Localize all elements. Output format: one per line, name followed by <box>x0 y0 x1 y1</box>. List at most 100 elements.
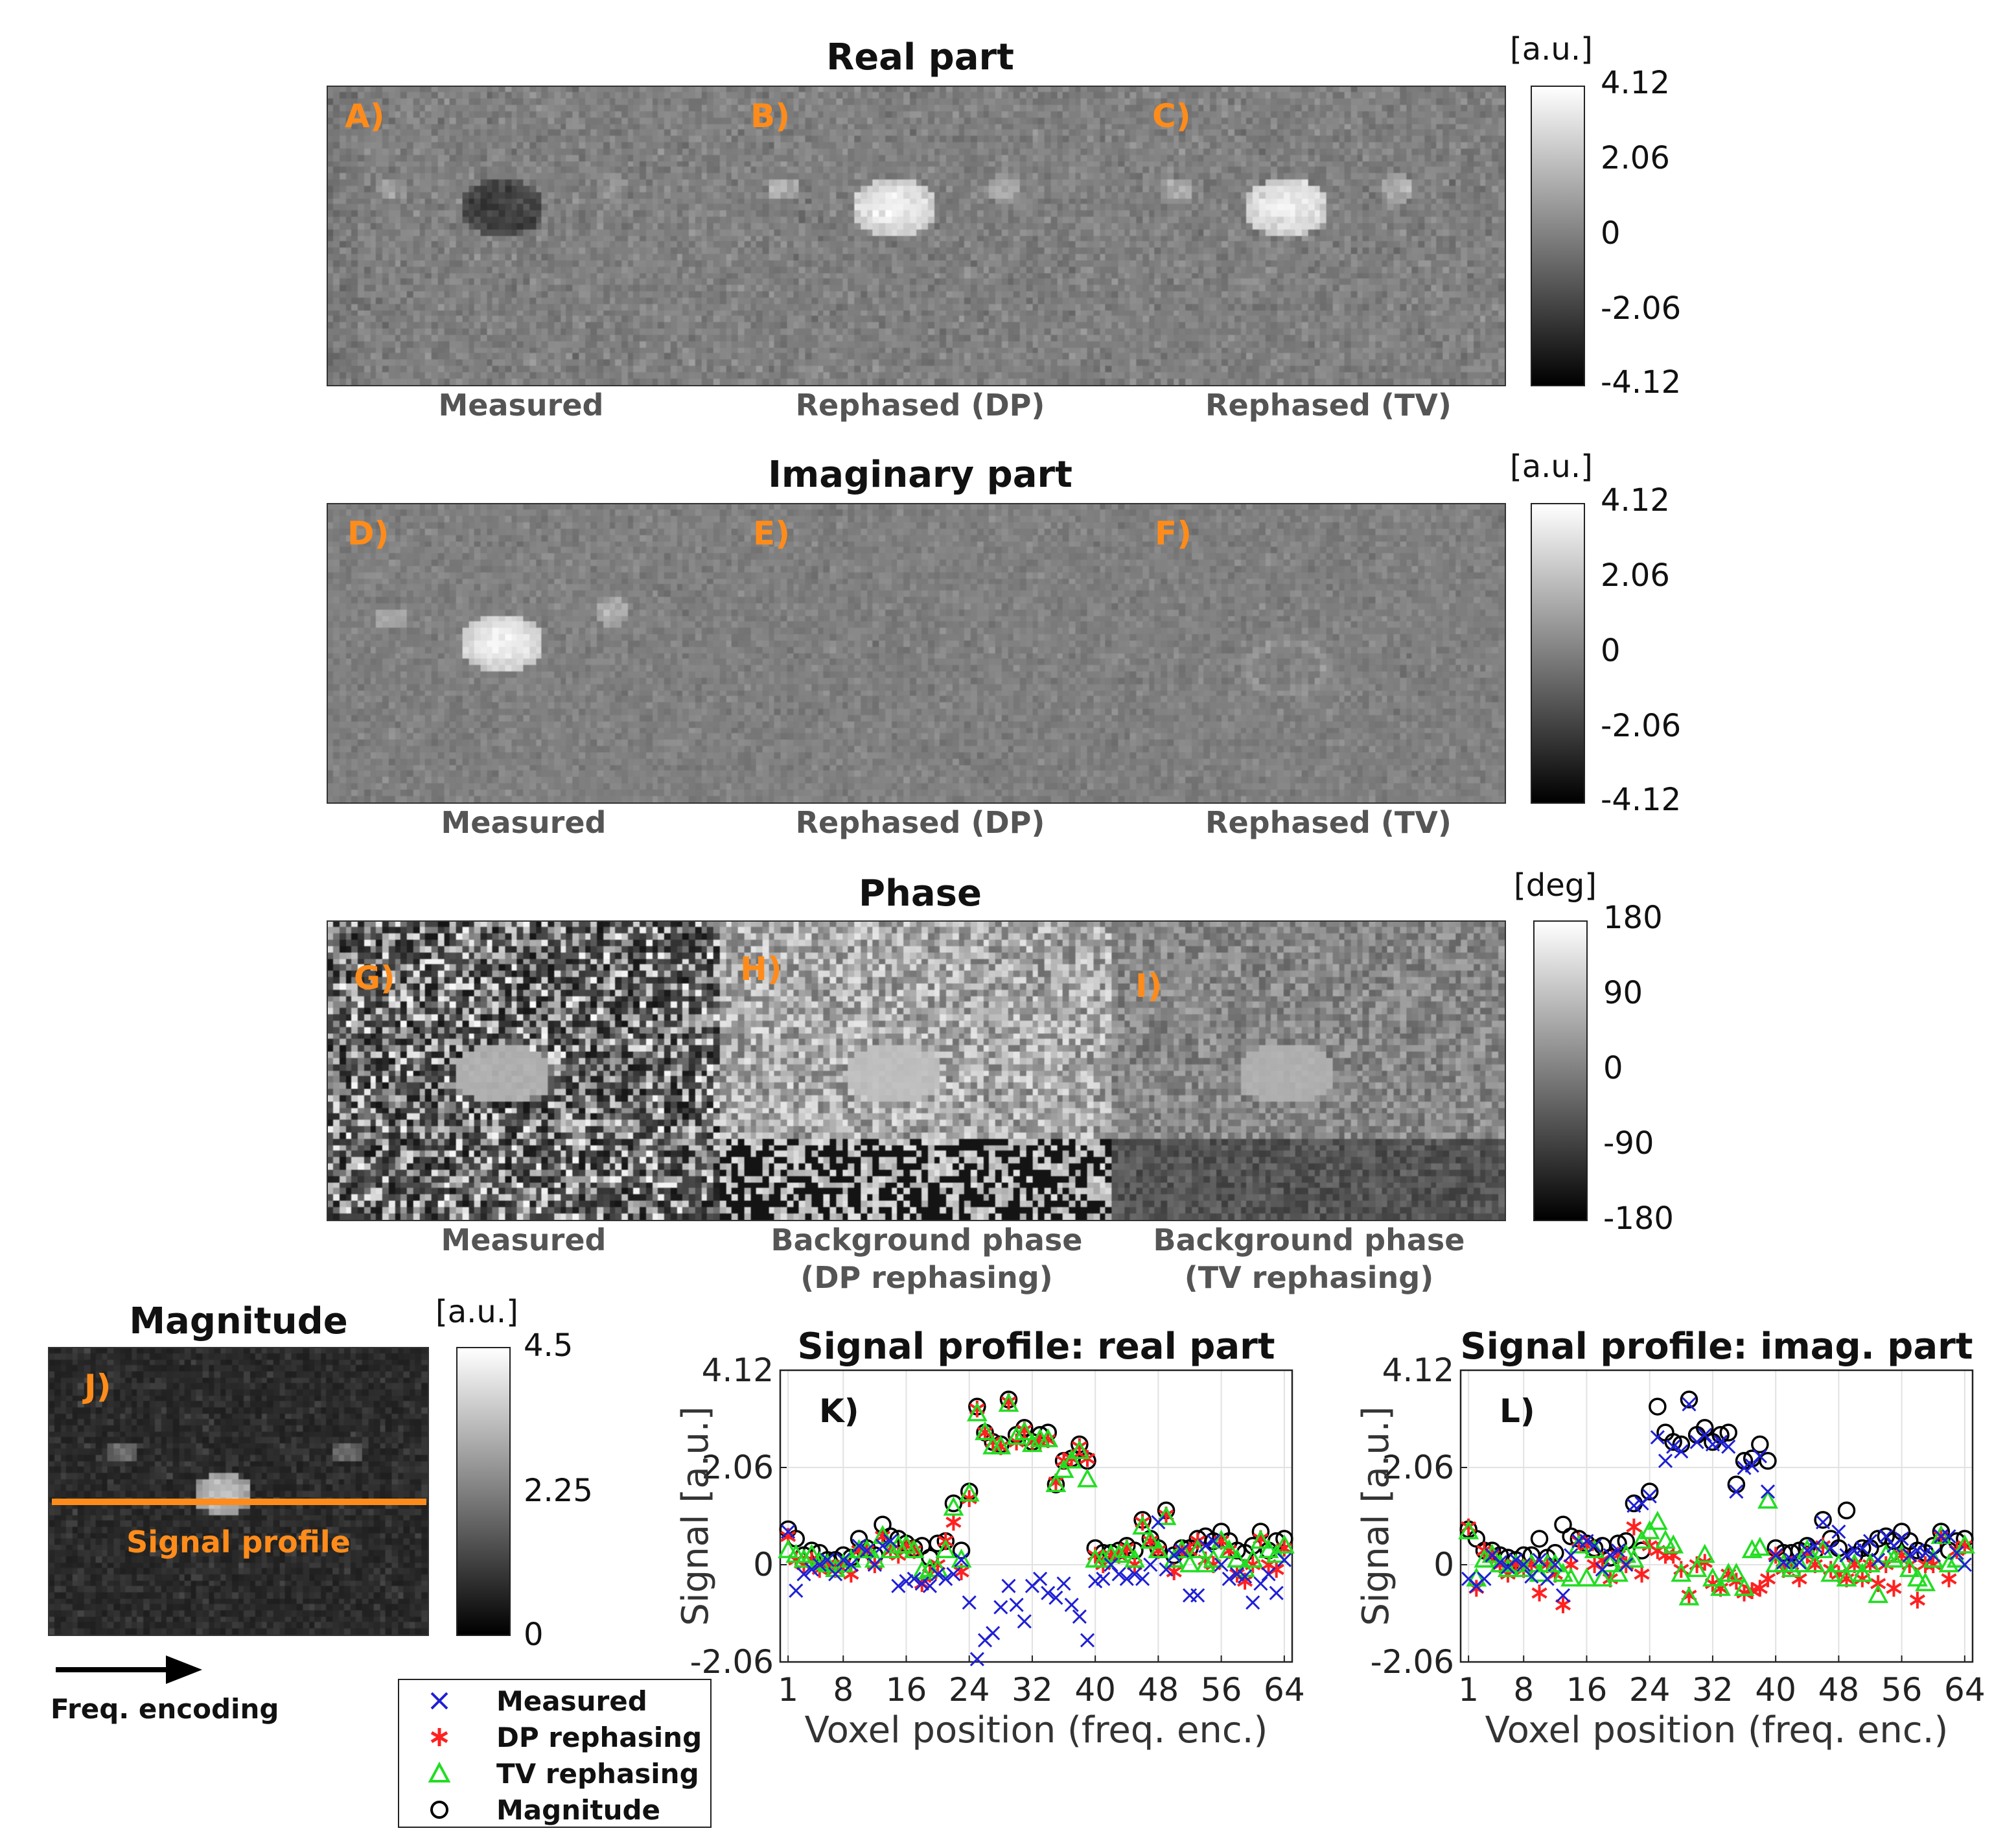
data-point <box>1954 1534 1975 1554</box>
data-point <box>998 1392 1019 1412</box>
data-point <box>852 1538 866 1553</box>
phase-image <box>327 920 1506 1221</box>
data-point <box>1155 1506 1177 1525</box>
data-point <box>944 1494 963 1513</box>
data-point <box>1033 1571 1048 1586</box>
data-point <box>1222 1571 1236 1586</box>
legend-label: TV rephasing <box>496 1758 699 1790</box>
data-point <box>844 1557 859 1572</box>
x-tick-label: 32 <box>1692 1671 1733 1709</box>
imag-colorbar-unit: [a.u.] <box>1510 449 1593 485</box>
data-point <box>975 1421 995 1440</box>
data-point <box>1908 1541 1927 1560</box>
data-point <box>828 1567 843 1582</box>
data-point <box>1836 1567 1857 1587</box>
data-point <box>1814 1511 1832 1529</box>
real-colorbar-tick: 0 <box>1601 215 1621 251</box>
data-point <box>1190 1588 1205 1603</box>
imag-colorbar-tick: -2.06 <box>1601 708 1682 744</box>
data-point <box>1258 1539 1279 1558</box>
data-point <box>1151 1515 1166 1530</box>
data-point <box>1266 1543 1287 1563</box>
data-point <box>1174 1543 1189 1558</box>
y-tick-label: 2.06 <box>1382 1449 1454 1486</box>
data-point <box>1077 1468 1098 1488</box>
data-point <box>1458 1520 1479 1539</box>
magnitude-title: Magnitude <box>129 1300 348 1342</box>
data-point <box>1655 1529 1676 1549</box>
data-point <box>1269 1585 1284 1600</box>
panel-letter-c: C) <box>1152 97 1191 135</box>
x-tick-label: 24 <box>1629 1671 1671 1709</box>
y-tick-label: 0 <box>753 1546 774 1584</box>
data-point <box>1906 1567 1928 1587</box>
y-tick-label: 2.06 <box>702 1449 774 1486</box>
imag-colorbar-tick: 4.12 <box>1601 482 1670 519</box>
real-label-dp: Rephased (DP) <box>795 388 1045 423</box>
data-point <box>1752 1580 1768 1597</box>
data-point <box>891 1578 906 1593</box>
data-point <box>1250 1529 1271 1549</box>
data-point <box>1599 1553 1621 1572</box>
data-point <box>1902 1548 1917 1563</box>
data-point <box>1111 1567 1126 1582</box>
data-point <box>1713 1434 1728 1449</box>
data-point <box>1886 1580 1902 1597</box>
data-point <box>1492 1555 1507 1570</box>
data-point <box>1159 1562 1174 1577</box>
panel-letter-i: I) <box>1135 967 1163 1005</box>
data-point <box>914 1576 929 1591</box>
plot-frame <box>1459 1369 1974 1663</box>
chart-title: Signal profile: imag. part <box>1460 1326 1973 1368</box>
data-point <box>1816 1515 1831 1530</box>
magnitude-canvas <box>49 1348 428 1635</box>
real-colorbar-tick: 2.06 <box>1601 140 1670 176</box>
data-point <box>785 1543 807 1563</box>
data-point <box>1061 1449 1082 1469</box>
data-point <box>1108 1543 1130 1563</box>
data-point <box>1253 1576 1268 1591</box>
y-axis-label: Signal [a.u.] <box>1355 1407 1397 1626</box>
data-point <box>1664 1432 1682 1451</box>
data-point <box>836 1552 851 1567</box>
data-point <box>1524 1569 1539 1584</box>
data-point <box>1056 1576 1071 1591</box>
data-point <box>1171 1539 1192 1558</box>
x-axis-label: Voxel position (freq. enc.) <box>805 1709 1268 1751</box>
data-point <box>1784 1552 1799 1567</box>
data-point <box>1481 1543 1503 1563</box>
triangle-marker-icon <box>428 1761 451 1782</box>
x-tick-label: 64 <box>1944 1671 1986 1709</box>
y-axis-label: Signal [a.u.] <box>675 1407 717 1626</box>
data-point <box>927 1558 949 1578</box>
data-point <box>1800 1543 1814 1558</box>
data-point <box>1870 1575 1886 1593</box>
signal-profile-line <box>52 1499 426 1505</box>
imag-label-dp: Rephased (DP) <box>795 805 1045 840</box>
data-point <box>864 1549 885 1568</box>
data-point <box>946 1567 961 1582</box>
data-point <box>1021 1432 1043 1453</box>
legend-label: Measured <box>496 1685 647 1717</box>
data-point <box>1737 1460 1752 1475</box>
data-point <box>1096 1571 1111 1586</box>
data-point <box>875 1538 890 1553</box>
data-point <box>1509 1552 1524 1567</box>
data-point <box>1037 1428 1059 1447</box>
x-axis-label: Voxel position (freq. enc.) <box>1485 1709 1949 1751</box>
data-point <box>1218 1539 1240 1558</box>
data-point <box>938 1571 953 1586</box>
data-point <box>1868 1584 1889 1604</box>
data-point <box>1844 1553 1865 1572</box>
imag-part-canvas <box>328 504 1505 802</box>
data-point <box>859 1543 874 1558</box>
y-tick-label: 4.12 <box>1382 1351 1454 1389</box>
data-point <box>1049 1590 1063 1606</box>
data-point <box>1238 1569 1253 1584</box>
panel-letter: K) <box>819 1392 859 1430</box>
x-tick-label: 1 <box>1458 1671 1479 1709</box>
data-point <box>820 1552 835 1567</box>
data-point <box>1119 1571 1134 1586</box>
data-point <box>1749 1536 1770 1556</box>
